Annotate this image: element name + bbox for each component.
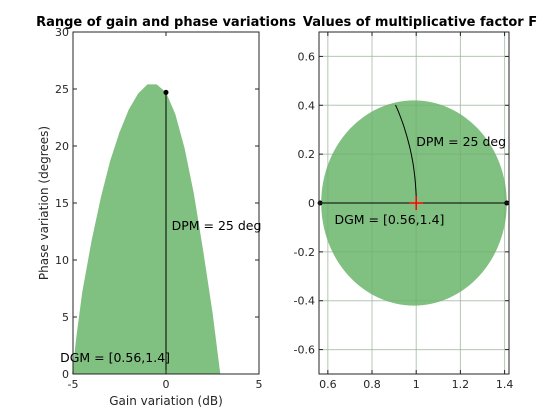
chart2-dgm-annotation: DGM = [0.56,1.4] [334,212,444,227]
chart2-ytick-label: -0.6 [294,344,315,357]
chart1-dpm-marker [163,89,169,95]
chart2-xtick-label: 1 [413,378,420,391]
chart2-ytick-label: 0.4 [298,99,316,112]
chart1-xlabel: Gain variation (dB) [109,394,223,408]
chart1-ytick-label: 10 [55,254,69,267]
chart2-ytick-label: 0.2 [298,148,316,161]
chart1-title: Range of gain and phase variations [36,15,296,30]
chart1-dpm-annotation: DPM = 25 deg [172,218,262,233]
chart2-xtick-label: 1.2 [452,378,470,391]
chart1-region [72,84,221,375]
chart1-ytick-label: 0 [62,368,69,381]
chart1-xtick-label: -5 [68,378,79,391]
chart2-xtick-label: 1.4 [496,378,514,391]
chart2-dpm-annotation: DPM = 25 deg [416,134,506,149]
chart1-xtick-label: 5 [256,378,263,391]
chart1-ytick-label: 15 [55,197,69,210]
chart2-ytick-label: -0.4 [294,295,315,308]
chart2-ytick-label: 0.6 [298,50,316,63]
chart1-xtick-label: 0 [163,378,170,391]
chart1-ytick-label: 20 [55,140,69,153]
chart2-plot-area: 0.6 0.8 1 1.2 1.4 -0.6 -0.4 -0.2 0 0.2 0.4 0.6 [294,31,514,391]
chart2-title: Values of multiplicative factor F [303,15,537,30]
chart1-ytick-label: 30 [55,26,69,39]
chart1-ytick-label: 25 [55,83,69,96]
chart2-dpm-arc [395,104,417,203]
chart2-ytick-label: 0 [308,197,315,210]
chart1-dgm-annotation: DGM = [0.56,1.4] [60,350,170,365]
chart1-ytick-label: 5 [62,311,69,324]
chart2-xtick-label: 0.8 [363,378,381,391]
chart1-ylabel: Phase variation (degrees) [37,126,51,280]
chart2-ytick-label: -0.2 [294,246,315,259]
chart2-xtick-label: 0.6 [319,378,337,391]
multiplicative-factor-chart: Values of multiplicative factor F 0.6 0.8… [294,15,538,391]
gain-phase-chart: Range of gain and phase variations -5 0 50… [36,15,296,408]
